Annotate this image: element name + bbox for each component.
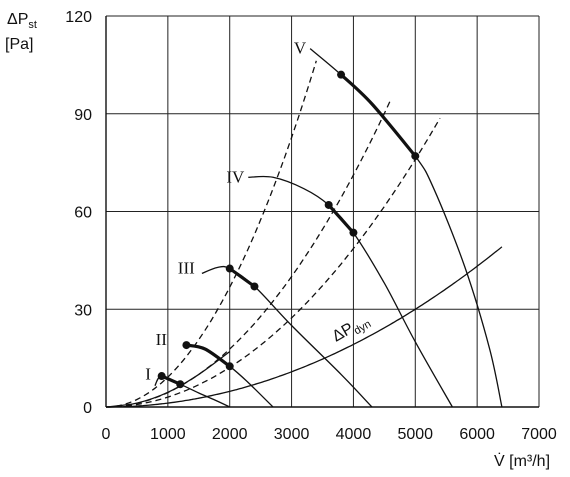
- curves: [105, 48, 503, 408]
- x-tick-label-1000: 1000: [150, 426, 186, 443]
- dyn-pressure-label: ΔPdyn: [330, 311, 374, 348]
- y-tick-label-120: 120: [65, 9, 92, 26]
- operating-point-9: [337, 70, 346, 79]
- operating-point-10: [411, 152, 420, 161]
- x-tick-label-4000: 4000: [336, 426, 372, 443]
- system-curve-dashed-1: [105, 60, 317, 408]
- y-axis-title: ΔPst: [7, 11, 37, 31]
- operating-point-8: [349, 228, 358, 237]
- dyn-pressure-curve: [105, 246, 503, 408]
- fan-curve-label-II: II: [156, 330, 168, 349]
- fan-curve-label-III: III: [178, 259, 195, 278]
- low-system-curve: [105, 351, 231, 408]
- fan-curve-label-V: V: [294, 39, 307, 58]
- fan-curve-op-range-V: [339, 73, 417, 158]
- y-tick-label-90: 90: [74, 107, 92, 124]
- y-tick-label-0: 0: [83, 400, 92, 417]
- y-tick-label-60: 60: [74, 205, 92, 222]
- x-tick-label-7000: 7000: [521, 426, 557, 443]
- fan-curve-op-range-IV: [327, 203, 355, 235]
- grid: [105, 15, 540, 408]
- x-axis-title: V̇ [m³/h]: [494, 452, 550, 470]
- operating-point-1: [157, 372, 166, 381]
- fan-curve-label-IV: IV: [226, 167, 245, 186]
- fan-curve-V: [309, 48, 503, 408]
- y-axis-unit: [Pa]: [5, 36, 33, 53]
- x-tick-label-3000: 3000: [274, 426, 310, 443]
- fan-curve-label-I: I: [145, 364, 151, 383]
- operating-point-5: [225, 264, 234, 273]
- x-tick-label-5000: 5000: [397, 426, 433, 443]
- system-curve-dashed-3: [105, 117, 441, 408]
- operating-point-4: [225, 362, 234, 371]
- operating-point-2: [176, 380, 185, 389]
- y-tick-label-30: 30: [74, 302, 92, 319]
- operating-point-3: [182, 341, 191, 350]
- x-tick-label-6000: 6000: [459, 426, 495, 443]
- fan-curve-I: [154, 375, 230, 408]
- x-tick-label-0: 0: [102, 426, 111, 443]
- operating-point-6: [250, 282, 259, 291]
- axes: 0 1000 2000 3000 4000 5000 6000 7000 0 30 60 90 120: [65, 9, 557, 443]
- fan-curve-op-range-III: [228, 266, 257, 288]
- operating-point-7: [324, 200, 333, 209]
- x-tick-label-2000: 2000: [212, 426, 248, 443]
- system-curve-dashed-2: [105, 99, 392, 408]
